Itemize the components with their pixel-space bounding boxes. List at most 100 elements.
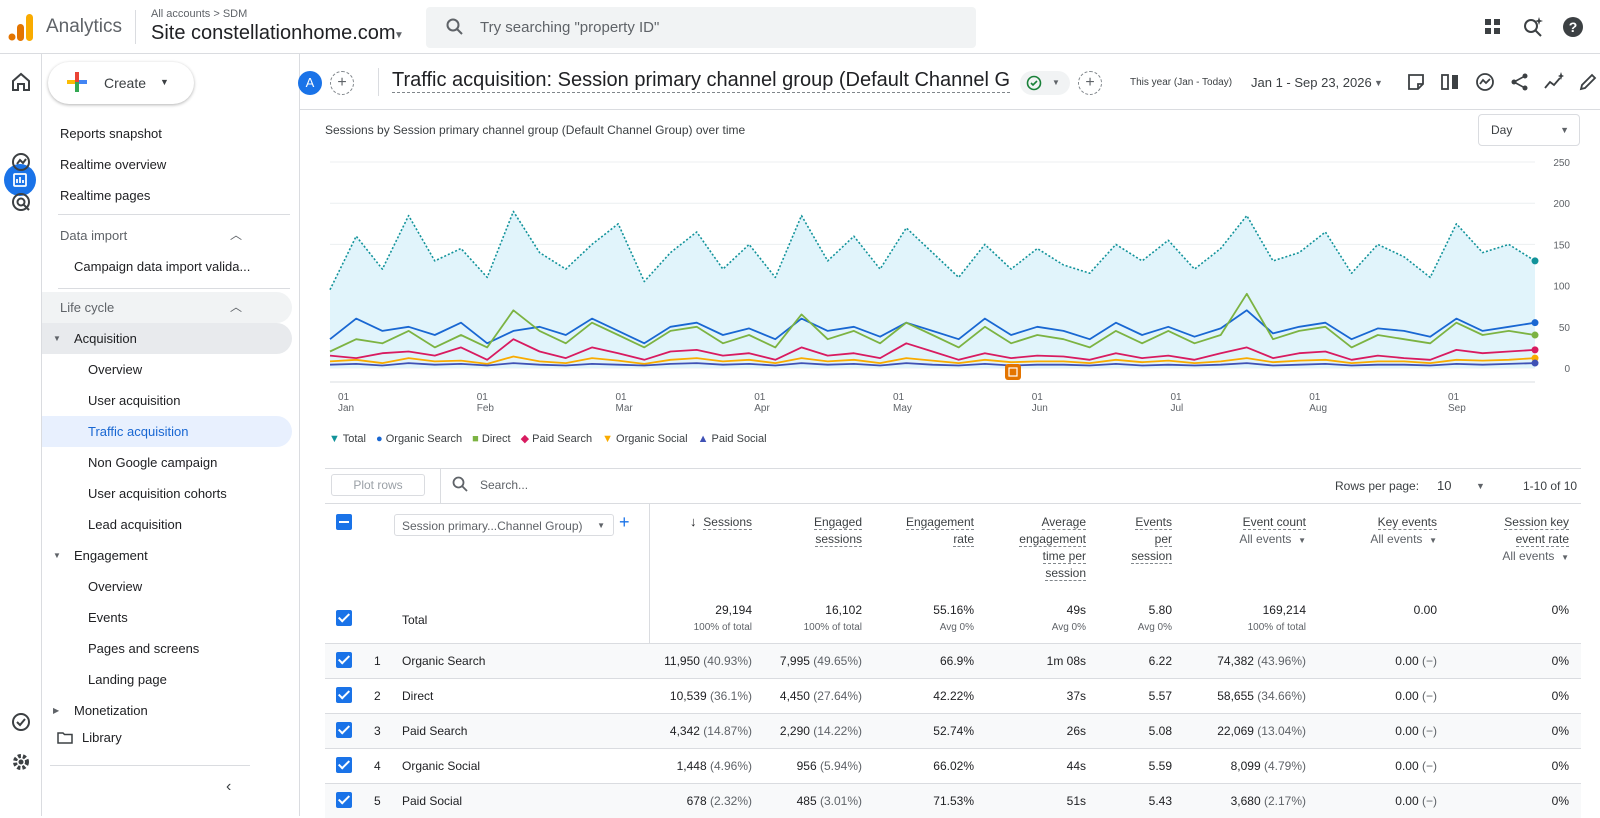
report-title[interactable]: Traffic acquisition: Session primary cha… bbox=[392, 69, 1010, 93]
table-search-input[interactable]: Search... bbox=[480, 478, 529, 492]
collapse-sidebar-icon[interactable]: ‹ bbox=[226, 778, 232, 795]
edit-pencil-icon[interactable] bbox=[1577, 71, 1599, 93]
legend-item[interactable]: ◆ Paid Search bbox=[521, 433, 592, 445]
metric-header[interactable]: Engaged sessions bbox=[752, 514, 862, 548]
reports-icon[interactable] bbox=[6, 166, 34, 194]
comparison-avatar[interactable]: A bbox=[298, 71, 322, 95]
nav-group-life-cycle[interactable]: Life cycle bbox=[60, 300, 115, 315]
add-comparison-icon[interactable]: + bbox=[330, 71, 354, 95]
nav-pages-and-screens[interactable]: Pages and screens bbox=[88, 641, 200, 656]
channel-name[interactable]: Organic Search bbox=[402, 654, 486, 668]
metric-header[interactable]: Sessions bbox=[642, 514, 752, 531]
admin-check-icon[interactable] bbox=[7, 708, 35, 736]
expand-down-icon[interactable]: ▼ bbox=[53, 551, 61, 560]
rows-per-page-caret-icon[interactable]: ▼ bbox=[1476, 481, 1485, 491]
metric-header[interactable]: Engagement rate bbox=[864, 514, 974, 548]
table-row[interactable] bbox=[325, 713, 1581, 748]
analytics-logo-icon[interactable] bbox=[8, 12, 34, 42]
account-breadcrumb[interactable]: All accounts > SDM bbox=[151, 8, 248, 20]
nav-acquisition[interactable]: Acquisition bbox=[74, 331, 137, 346]
chevron-up-icon[interactable]: ︿ bbox=[230, 300, 243, 314]
legend-item[interactable]: ■ Direct bbox=[472, 433, 510, 445]
nav-landing-page[interactable]: Landing page bbox=[88, 672, 167, 687]
cell-value: 0% bbox=[1551, 654, 1569, 668]
trend-sparkle-icon[interactable] bbox=[1543, 71, 1565, 93]
nav-realtime-overview[interactable]: Realtime overview bbox=[60, 157, 167, 172]
legend-item[interactable]: ▼ Total bbox=[329, 433, 366, 445]
settings-gear-icon[interactable] bbox=[7, 748, 35, 776]
property-selector[interactable]: Site constellationhome.com bbox=[151, 22, 396, 44]
apps-grid-icon[interactable] bbox=[1481, 15, 1505, 39]
table-row[interactable] bbox=[325, 783, 1581, 818]
add-dimension-icon[interactable]: + bbox=[619, 512, 630, 532]
event-filter-select[interactable]: All events ▼ bbox=[1439, 548, 1569, 566]
metric-header[interactable]: Average engagement time per session bbox=[976, 514, 1086, 582]
expand-down-icon[interactable]: ▼ bbox=[53, 334, 61, 343]
nav-library[interactable]: Library bbox=[82, 730, 122, 745]
table-row[interactable] bbox=[325, 643, 1581, 678]
nav-reports-snapshot[interactable]: Reports snapshot bbox=[60, 126, 162, 141]
channel-name[interactable]: Paid Search bbox=[402, 724, 468, 738]
legend-item[interactable]: ● Organic Search bbox=[376, 433, 462, 445]
sort-descending-icon[interactable]: ↓ bbox=[690, 514, 697, 529]
help-icon[interactable]: ? bbox=[1561, 15, 1585, 39]
nav-engagement[interactable]: Engagement bbox=[74, 548, 148, 563]
explore-icon[interactable] bbox=[7, 148, 35, 176]
granularity-select[interactable]: Day ▼ bbox=[1478, 114, 1580, 146]
table-row[interactable] bbox=[325, 678, 1581, 713]
nav-eng-overview[interactable]: Overview bbox=[88, 579, 143, 594]
nav-campaign-data-import[interactable]: Campaign data import valida... bbox=[74, 259, 251, 274]
nav-user-acquisition-cohorts[interactable]: User acquisition cohorts bbox=[88, 486, 227, 501]
event-filter-select[interactable]: All events ▼ bbox=[1176, 531, 1306, 549]
event-filter-select[interactable]: All events ▼ bbox=[1307, 531, 1437, 549]
search-bar[interactable]: Try searching "property ID" bbox=[426, 7, 976, 48]
nav-lead-acquisition[interactable]: Lead acquisition bbox=[88, 517, 182, 532]
share-icon[interactable] bbox=[1509, 71, 1531, 93]
plot-rows-button[interactable]: Plot rows bbox=[331, 474, 425, 496]
rows-per-page-select[interactable]: 10 bbox=[1437, 478, 1452, 493]
legend-item[interactable]: ▼ Organic Social bbox=[602, 433, 688, 445]
property-caret-icon[interactable]: ▼ bbox=[394, 30, 404, 41]
chevron-up-icon[interactable]: ︿ bbox=[230, 228, 243, 242]
add-filter-icon[interactable]: + bbox=[1078, 71, 1102, 95]
insights-icon[interactable] bbox=[1474, 71, 1496, 93]
line-chart[interactable]: 25020015010050001Jan01Feb01Mar01Apr01May… bbox=[300, 150, 1600, 430]
compare-columns-icon[interactable] bbox=[1439, 71, 1461, 93]
date-caret-icon[interactable]: ▼ bbox=[1374, 78, 1383, 88]
nav-events[interactable]: Events bbox=[88, 610, 128, 625]
channel-name[interactable]: Organic Social bbox=[402, 759, 481, 773]
total-row-checkbox[interactable] bbox=[336, 610, 352, 626]
nav-group-data-import[interactable]: Data import bbox=[60, 228, 128, 243]
expand-right-icon[interactable]: ▶ bbox=[53, 706, 60, 715]
metric-header[interactable]: Events per session bbox=[1092, 514, 1172, 565]
table-row[interactable] bbox=[325, 748, 1581, 783]
legend-item[interactable]: ▲ Paid Social bbox=[698, 433, 767, 445]
nav-acq-overview[interactable]: Overview bbox=[88, 362, 143, 377]
nav-non-google-campaign[interactable]: Non Google campaign bbox=[88, 455, 218, 470]
dimension-select[interactable]: Session primary...Channel Group) ▼ bbox=[394, 514, 614, 536]
row-checkbox[interactable] bbox=[336, 687, 352, 703]
report-status-pill[interactable]: ▼ bbox=[1020, 71, 1070, 95]
channel-name[interactable]: Direct bbox=[402, 689, 434, 703]
nav-realtime-pages[interactable]: Realtime pages bbox=[60, 188, 151, 203]
home-icon[interactable] bbox=[7, 68, 35, 96]
nav-monetization[interactable]: Monetization bbox=[74, 703, 148, 718]
select-all-checkbox[interactable] bbox=[336, 514, 352, 530]
row-checkbox[interactable] bbox=[336, 652, 352, 668]
series-end-marker bbox=[1531, 354, 1539, 362]
row-checkbox[interactable] bbox=[336, 757, 352, 773]
row-checkbox[interactable] bbox=[336, 722, 352, 738]
create-button[interactable]: Create ▼ bbox=[48, 62, 194, 104]
metric-cell: 5.43 bbox=[1092, 794, 1172, 808]
metric-header[interactable]: Event count All events ▼ bbox=[1176, 514, 1306, 549]
nav-user-acquisition[interactable]: User acquisition bbox=[88, 393, 181, 408]
annotation-icon[interactable] bbox=[1405, 71, 1427, 93]
date-range-selector[interactable]: Jan 1 - Sep 23, 2026 bbox=[1251, 75, 1372, 90]
advertising-icon[interactable] bbox=[7, 188, 35, 216]
row-checkbox[interactable] bbox=[336, 792, 352, 808]
insights-search-icon[interactable] bbox=[1521, 15, 1545, 39]
metric-header[interactable]: Key events All events ▼ bbox=[1307, 514, 1437, 549]
channel-name[interactable]: Paid Social bbox=[402, 794, 463, 808]
nav-traffic-acquisition[interactable]: Traffic acquisition bbox=[88, 424, 189, 439]
metric-header[interactable]: Session key event rate All events ▼ bbox=[1439, 514, 1569, 566]
